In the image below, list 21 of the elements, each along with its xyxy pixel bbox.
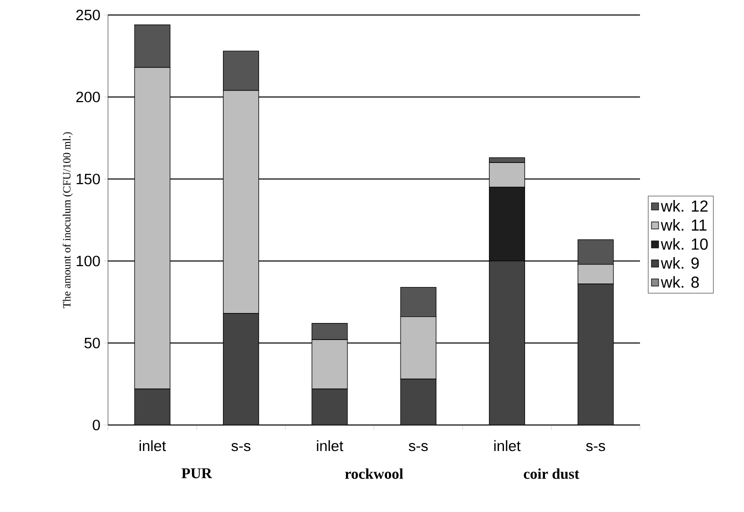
legend-label: wk. 12: [660, 200, 708, 212]
legend-label: wk. 10: [660, 238, 708, 250]
y-tick-label: 50: [84, 338, 100, 348]
x-tick-label: s-s: [586, 442, 606, 452]
y-tick-label: 150: [76, 174, 100, 184]
x-tick-label: inlet: [316, 440, 344, 452]
y-tick-label: 100: [76, 256, 100, 266]
legend-label: wk. 9: [660, 257, 699, 269]
legend-label: wk. 8: [660, 276, 699, 288]
y-tick-label: 200: [76, 92, 100, 102]
y-axis-title: The amount of inoculum (CFU/100 ml.): [62, 132, 73, 308]
x-tick-label: inlet: [494, 440, 521, 452]
x-tick-label: s-s: [231, 442, 250, 452]
text: PUR: [182, 468, 212, 478]
legend-label: wk. 11: [660, 219, 706, 231]
x-tick-label: inlet: [140, 440, 166, 452]
y-tick-label: 250: [76, 10, 100, 20]
y-tick-label: 0: [92, 420, 100, 430]
x-tick-label: s-s: [408, 442, 428, 452]
text: coir dust: [524, 468, 580, 479]
text: rockwool: [345, 468, 404, 479]
